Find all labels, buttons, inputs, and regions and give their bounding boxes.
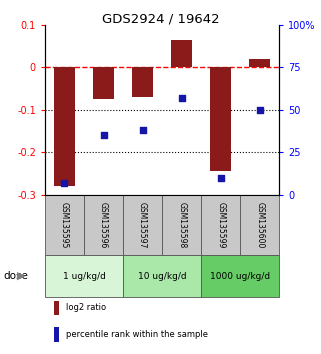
Bar — [201, 195, 240, 255]
Text: percentile rank within the sample: percentile rank within the sample — [66, 330, 208, 339]
Bar — [123, 255, 201, 297]
Text: GDS2924 / 19642: GDS2924 / 19642 — [102, 12, 219, 25]
Bar — [123, 195, 162, 255]
Bar — [45, 195, 84, 255]
Text: dose: dose — [3, 271, 28, 281]
Point — [101, 132, 106, 138]
Bar — [45, 255, 123, 297]
Bar — [84, 195, 123, 255]
Bar — [171, 40, 192, 67]
Bar — [93, 67, 114, 99]
Point — [218, 175, 223, 181]
Text: GSM135598: GSM135598 — [177, 202, 186, 248]
Bar — [54, 301, 59, 315]
Text: GSM135596: GSM135596 — [99, 201, 108, 248]
Text: GSM135597: GSM135597 — [138, 201, 147, 248]
Point — [62, 180, 67, 185]
Text: GSM135595: GSM135595 — [60, 201, 69, 248]
Bar — [201, 255, 279, 297]
Text: 1000 ug/kg/d: 1000 ug/kg/d — [210, 272, 270, 281]
Bar — [162, 195, 201, 255]
Bar — [240, 195, 279, 255]
Text: ▶: ▶ — [17, 271, 25, 281]
Point — [179, 95, 184, 101]
Text: log2 ratio: log2 ratio — [66, 303, 106, 313]
Bar — [54, 67, 75, 186]
Text: GSM135600: GSM135600 — [255, 201, 264, 248]
Bar — [249, 59, 271, 67]
Bar — [54, 327, 59, 342]
Text: 10 ug/kg/d: 10 ug/kg/d — [138, 272, 187, 281]
Point — [140, 127, 145, 133]
Text: 1 ug/kg/d: 1 ug/kg/d — [63, 272, 105, 281]
Point — [257, 107, 262, 113]
Bar — [210, 67, 231, 171]
Bar — [132, 67, 153, 97]
Text: GSM135599: GSM135599 — [216, 201, 225, 248]
